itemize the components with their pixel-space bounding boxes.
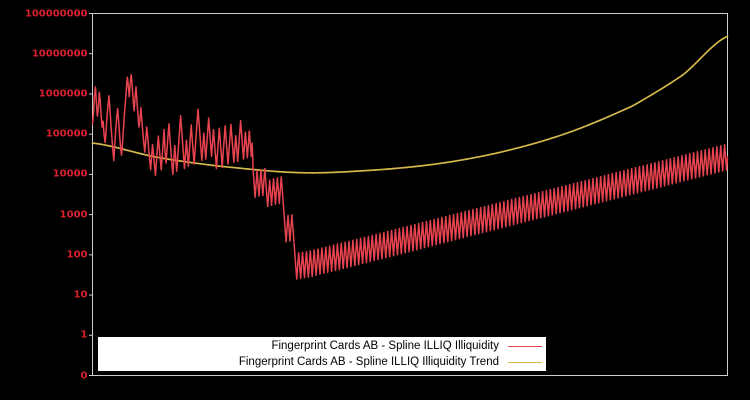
y-axis-tick-label: 100000000 <box>24 8 88 19</box>
trend-line-series <box>91 35 729 174</box>
chart-legend: Fingerprint Cards AB - Spline ILLIQ Illi… <box>98 337 546 371</box>
y-axis-tick-label: 10000000 <box>31 48 88 60</box>
legend-swatch-illiquidity <box>508 345 542 347</box>
y-axis-tick-marks <box>89 13 93 376</box>
y-axis-tick-label: 1 <box>80 329 88 341</box>
legend-label-illiquidity-trend: Fingerprint Cards AB - Spline ILLIQ Illi… <box>238 356 499 368</box>
y-axis-tick-label: 0 <box>80 370 88 381</box>
y-axis-tick-label: 100 <box>66 249 88 261</box>
y-axis-tick-label: 10000 <box>52 168 88 180</box>
legend-label-illiquidity: Fingerprint Cards AB - Spline ILLIQ Illi… <box>271 340 499 352</box>
y-axis-tick-label: 100000 <box>45 128 88 140</box>
y-axis-tick-label: 1000 <box>59 209 88 221</box>
y-axis-tick-label: 10 <box>73 289 88 301</box>
plot-area-frame <box>92 13 728 376</box>
illiquidity-line-series <box>91 74 729 280</box>
legend-item-illiquidity: Fingerprint Cards AB - Spline ILLIQ Illi… <box>98 338 542 354</box>
y-axis-tick-label: 1000000 <box>38 88 88 100</box>
legend-item-illiquidity-trend: Fingerprint Cards AB - Spline ILLIQ Illi… <box>98 354 542 370</box>
legend-swatch-illiquidity-trend <box>508 361 542 363</box>
